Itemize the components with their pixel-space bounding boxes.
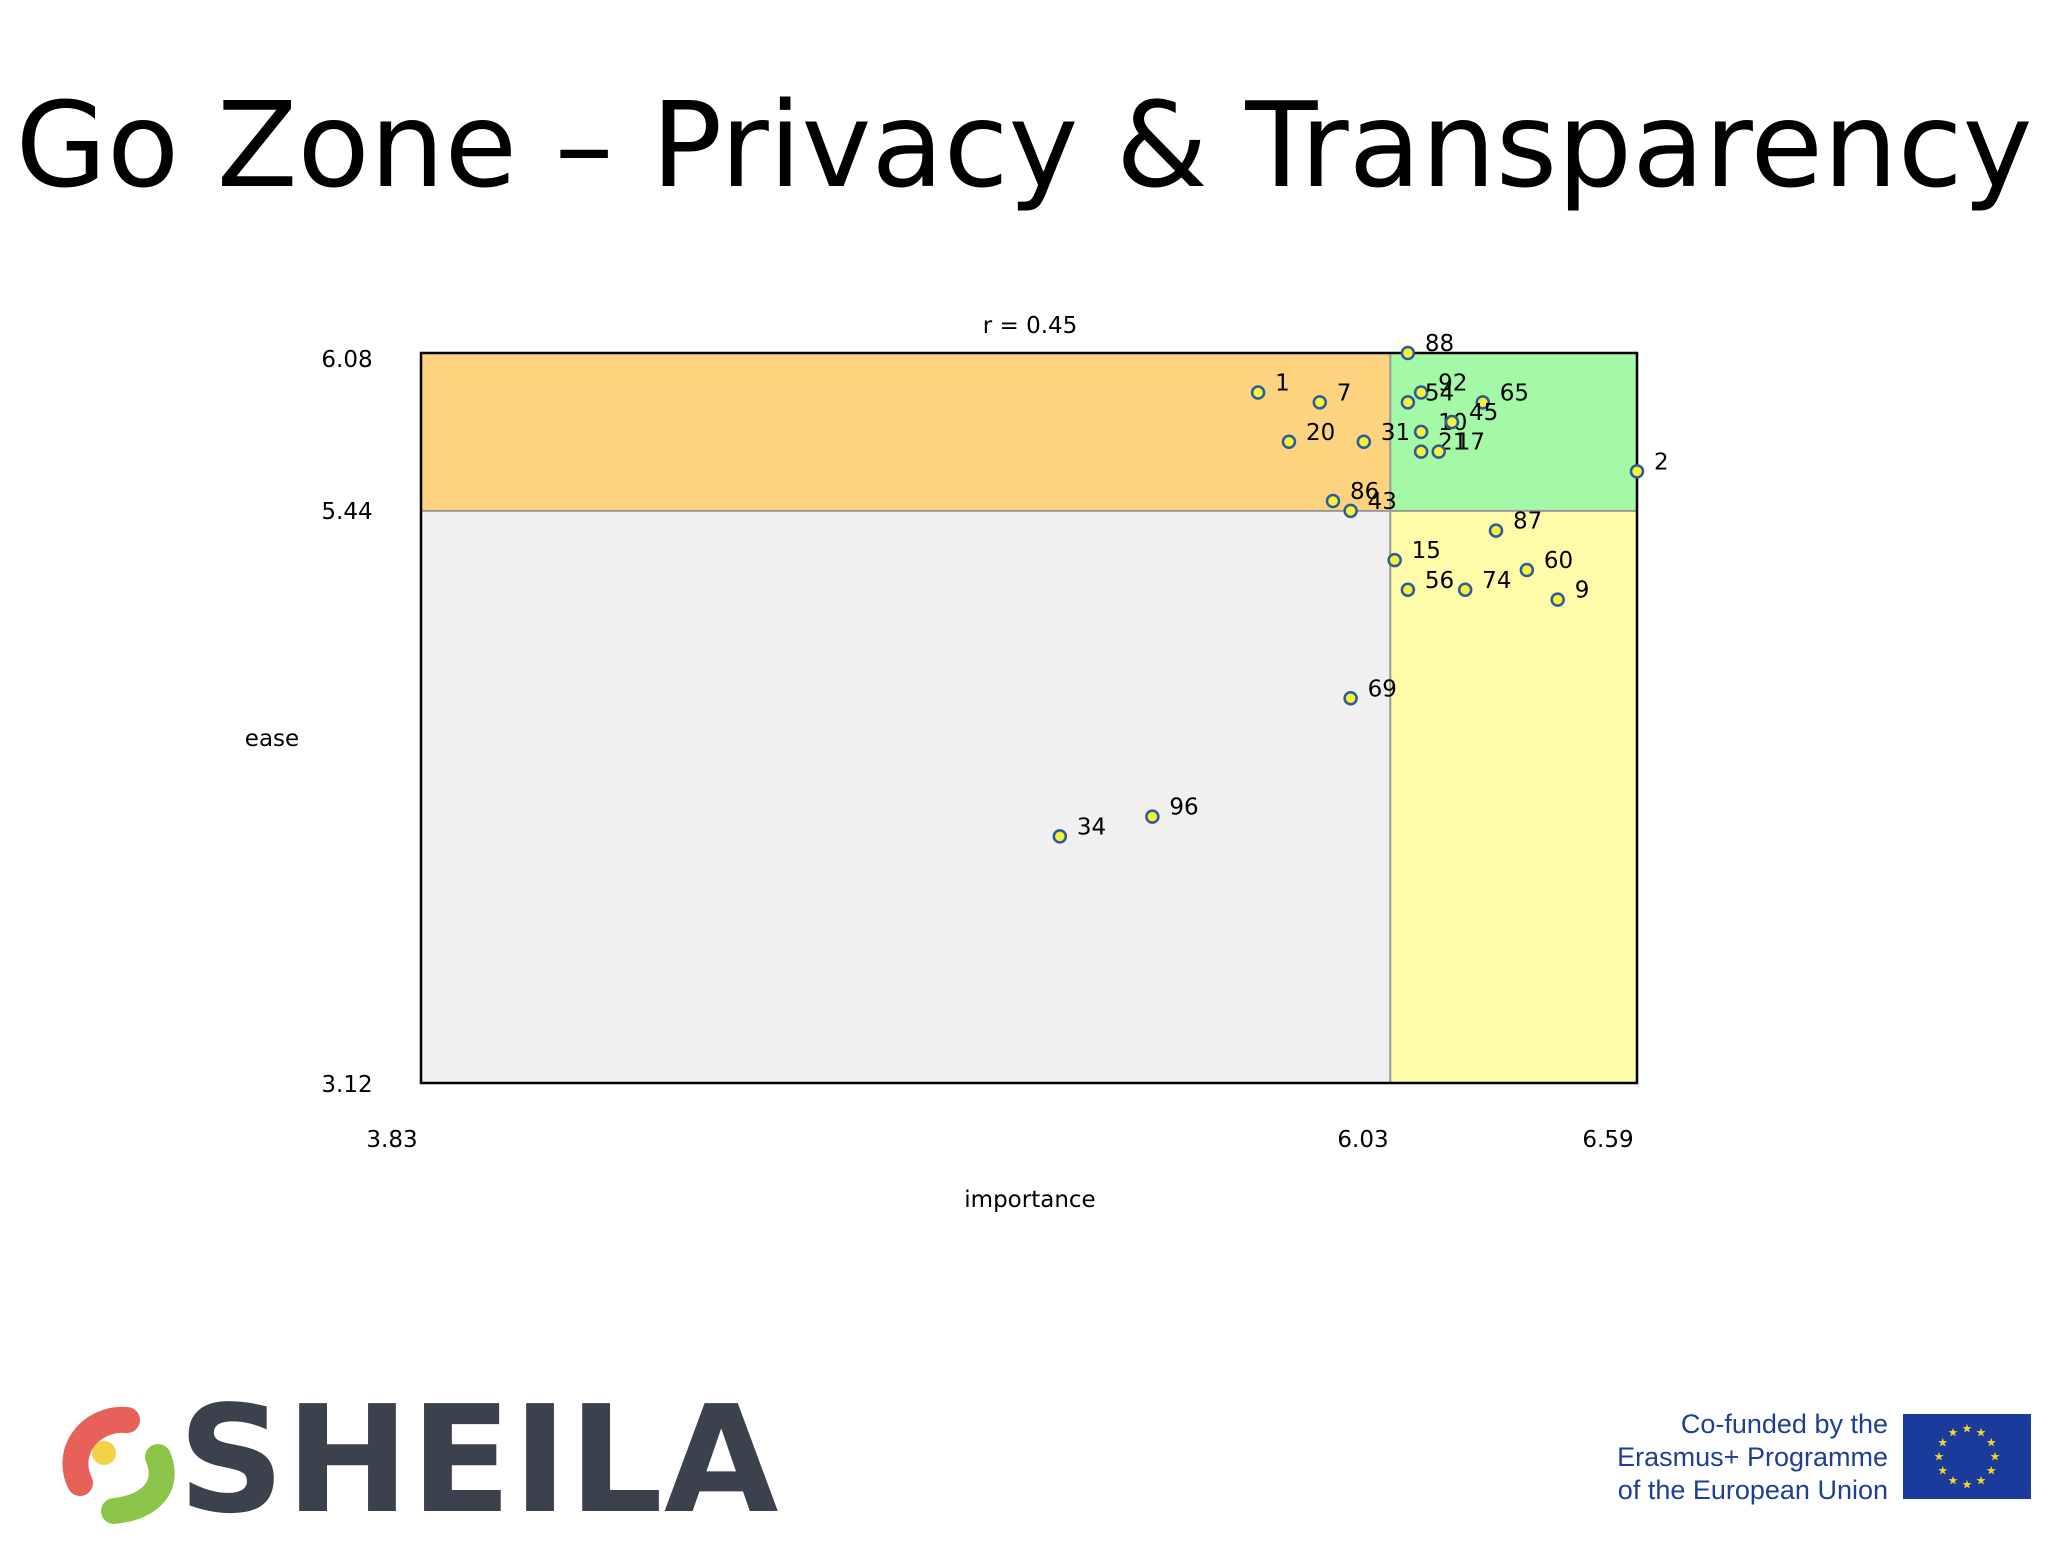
data-point-label: 1 [1275, 370, 1290, 396]
data-point [1343, 691, 1358, 706]
data-point-label: 60 [1544, 548, 1573, 574]
data-point-label: 96 [1169, 795, 1198, 821]
data-point-label: 74 [1482, 568, 1511, 594]
sheila-logo-icon [62, 1406, 175, 1524]
y-tick-min: 3.12 [321, 1072, 372, 1098]
data-point-label: 34 [1077, 814, 1106, 840]
eu-star-icon: ★ [1976, 1474, 1987, 1488]
data-point-label: 86 [1350, 479, 1379, 505]
sheila-logo-text: SHEILA [178, 1374, 780, 1546]
data-point-label: 17 [1456, 430, 1485, 456]
data-points: 8817925465104520312117286438715605674969… [1052, 331, 1669, 844]
data-point-label: 88 [1425, 331, 1454, 357]
data-point [1400, 582, 1416, 598]
eu-flag-icon: ★ ★★★★★★★★★★★ [1903, 1414, 2031, 1499]
plot-frame [419, 351, 1639, 1085]
data-point-label: 43 [1368, 489, 1397, 515]
quadrant-bottom-left [421, 510, 1391, 1083]
data-point [1325, 493, 1341, 509]
y-tick-max: 6.08 [321, 347, 372, 373]
data-point [1431, 444, 1446, 459]
data-point [1145, 809, 1160, 824]
eu-star-icon: ★ [1976, 1425, 1987, 1439]
x-tick-min: 3.83 [366, 1127, 417, 1153]
data-point [1550, 592, 1565, 607]
data-point-label: 65 [1500, 380, 1529, 406]
cofunded-line-1: Co-funded by the [1680, 1409, 1888, 1439]
cofunded-statement: Co-funded by the Erasmus+ Programme of t… [1617, 1408, 1888, 1507]
eu-star-icon: ★ [1986, 1436, 1997, 1450]
data-point-label: 7 [1337, 380, 1352, 406]
data-point [1250, 385, 1266, 400]
eu-star-icon: ★ [1986, 1464, 1997, 1478]
data-point-label: 20 [1306, 420, 1335, 446]
data-point [1413, 385, 1429, 400]
y-axis-label: ease [245, 726, 299, 752]
data-point [1400, 395, 1416, 410]
data-point [1343, 503, 1358, 519]
data-point [1413, 424, 1429, 440]
data-point [1387, 552, 1402, 568]
data-point [1312, 395, 1328, 410]
data-point [1413, 444, 1429, 459]
data-point-label: 56 [1425, 568, 1454, 594]
slide-title: Go Zone – Privacy & Transparency [15, 76, 2033, 214]
eu-star-icon: ★ [1937, 1464, 1948, 1478]
eu-star-icon: ★ [1962, 1478, 1973, 1492]
cofunded-line-3: of the European Union [1617, 1475, 1888, 1505]
data-point [1052, 829, 1068, 844]
data-point [1281, 434, 1297, 450]
data-point [1488, 523, 1504, 538]
data-point-label: 2 [1654, 449, 1669, 475]
data-point-label: 9 [1575, 578, 1590, 604]
chart-title: r = 0.45 [983, 313, 1078, 339]
eu-star-icon: ★ [1937, 1436, 1948, 1450]
eu-star-icon: ★ [1990, 1450, 2001, 1464]
eu-star-icon: ★ [1962, 1422, 1973, 1436]
data-point [1400, 345, 1416, 361]
quadrant-bottom-right [1390, 510, 1637, 1083]
x-tick-mean: 6.03 [1337, 1127, 1388, 1153]
data-point [1356, 434, 1372, 450]
data-point-label: 69 [1368, 676, 1397, 702]
data-point [1629, 464, 1645, 479]
eu-star-icon: ★ [1948, 1474, 1959, 1488]
data-point [1457, 582, 1473, 598]
cofunded-line-2: Erasmus+ Programme [1617, 1442, 1888, 1472]
data-point-label: 92 [1438, 370, 1467, 396]
data-point-label: 87 [1513, 509, 1542, 535]
data-point [1519, 562, 1535, 578]
data-point-label: 31 [1381, 420, 1410, 446]
eu-star-icon: ★ [1934, 1450, 1945, 1464]
data-point [1475, 395, 1491, 410]
quadrant-top-right [1390, 353, 1637, 511]
quadrant-top-left [421, 353, 1391, 511]
data-point-label: 45 [1469, 400, 1498, 426]
y-tick-mean: 5.44 [321, 499, 372, 525]
data-point-label: 15 [1412, 538, 1441, 564]
x-tick-max: 6.59 [1582, 1127, 1633, 1153]
x-axis-label: importance [964, 1187, 1095, 1213]
data-point-label: 54 [1425, 380, 1454, 406]
data-point [1444, 414, 1460, 430]
eu-star-icon: ★ [1948, 1425, 1959, 1439]
